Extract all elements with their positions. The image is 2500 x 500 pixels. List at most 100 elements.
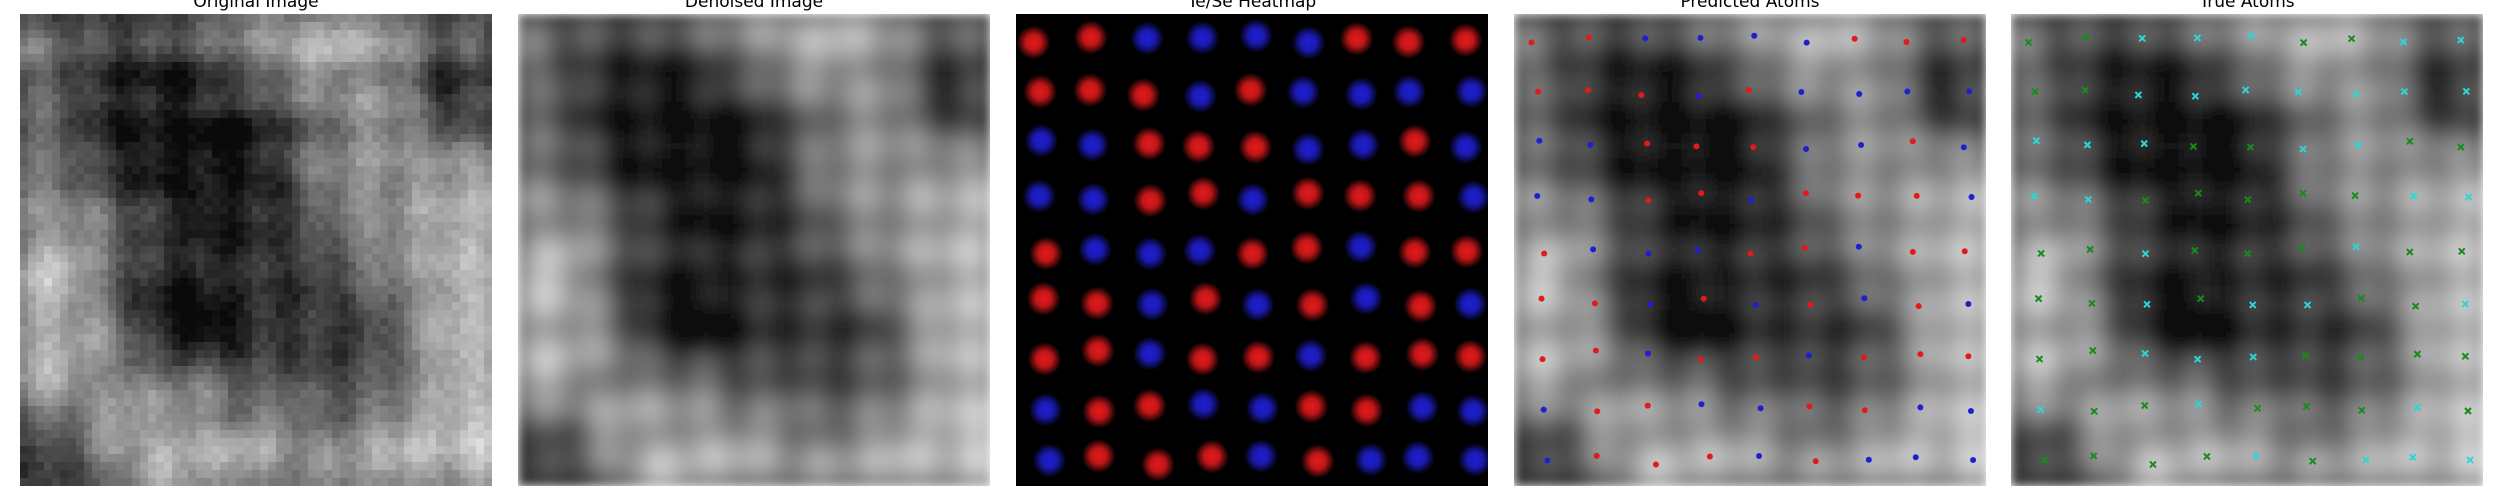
denoised-image <box>518 14 990 486</box>
predicted-se-atom <box>1534 193 1541 200</box>
predicted-se-atom <box>1694 247 1701 254</box>
predicted-se-atom <box>1968 194 1975 201</box>
true-atom-green <box>2090 407 2098 416</box>
se-heatmap-spot <box>1244 439 1279 474</box>
te-heatmap-spot <box>1348 340 1383 375</box>
predicted-se-atom <box>1912 454 1919 461</box>
true-atom-green <box>2035 355 2044 363</box>
panel-denoised: Denoised Image <box>518 0 990 500</box>
true-atom-green <box>2358 406 2366 414</box>
te-heatmap-spot <box>1403 289 1438 324</box>
te-heatmap-spot <box>1132 126 1167 161</box>
predicted-se-atom <box>1536 137 1543 144</box>
predicted-se-atom <box>1695 93 1702 100</box>
true-atom-green <box>2413 350 2422 358</box>
se-heatmap-spot <box>1344 77 1379 112</box>
original-texture <box>20 14 492 486</box>
true-atom-cyan <box>2248 301 2257 309</box>
predicted-te-atom <box>1693 143 1700 150</box>
true-atom-cyan <box>2194 400 2203 408</box>
true-atom-green <box>2149 460 2157 469</box>
predicted-background <box>1514 14 1986 486</box>
se-heatmap-spot <box>1235 182 1270 217</box>
se-heatmap-spot <box>1291 25 1326 60</box>
true-atom-green <box>2457 143 2465 151</box>
predicted-se-atom <box>1865 456 1872 463</box>
true-atom-cyan <box>2241 86 2250 94</box>
true-atom-cyan <box>2252 452 2260 460</box>
true-atoms-image <box>2011 14 2483 486</box>
se-heatmap-spot <box>1239 18 1274 53</box>
predicted-se-atom <box>1642 35 1649 42</box>
se-heatmap-spot <box>1240 287 1275 322</box>
panel-predicted: Predicted Atoms <box>1514 0 1986 500</box>
true-atom-green <box>2082 33 2090 42</box>
true-atom-cyan <box>2193 355 2202 363</box>
true-background <box>2011 14 2483 486</box>
predicted-se-atom <box>1970 456 1977 463</box>
predicted-se-atom <box>1967 408 1974 415</box>
predicted-se-atom <box>1856 91 1863 98</box>
true-atom-green <box>2203 452 2211 461</box>
se-heatmap-spot <box>1453 287 1488 322</box>
true-atom-cyan <box>2354 141 2362 149</box>
true-atom-cyan <box>2143 300 2151 309</box>
true-atom-cyan <box>2140 139 2148 148</box>
se-heatmap-spot <box>1186 387 1221 422</box>
panel-title: Original Image <box>193 0 319 12</box>
te-heatmap-spot <box>1081 438 1116 473</box>
predicted-te-atom <box>1860 354 1867 361</box>
true-atom-green <box>2411 302 2420 310</box>
predicted-se-atom <box>1861 295 1868 302</box>
te-heatmap-spot <box>1233 72 1268 107</box>
true-atom-cyan <box>2138 34 2146 43</box>
true-atom-cyan <box>2084 195 2093 204</box>
predicted-te-atom <box>1535 88 1542 95</box>
true-atom-green <box>2089 452 2098 460</box>
se-heatmap-spot <box>1185 20 1220 55</box>
true-atom-cyan <box>2409 453 2417 461</box>
se-heatmap-spot <box>1024 123 1059 158</box>
predicted-te-atom <box>1909 248 1916 255</box>
predicted-te-atom <box>1753 353 1760 360</box>
predicted-se-atom <box>1645 250 1652 257</box>
te-heatmap-spot <box>1401 178 1436 213</box>
te-heatmap-spot <box>1405 337 1440 372</box>
predicted-te-atom <box>1915 303 1922 310</box>
se-heatmap-spot <box>1130 21 1165 56</box>
te-heatmap-spot <box>1082 394 1117 429</box>
se-heatmap-spot <box>1245 391 1280 426</box>
true-atom-green <box>2298 243 2306 252</box>
predicted-te-atom <box>1528 39 1535 46</box>
predicted-atoms-image <box>1514 14 1986 486</box>
true-atom-cyan <box>2461 300 2470 308</box>
predicted-te-atom <box>1697 356 1704 363</box>
se-heatmap-spot <box>1133 236 1168 271</box>
true-atom-green <box>2299 189 2307 197</box>
predicted-te-atom <box>1745 86 1752 93</box>
true-atom-green <box>2089 346 2097 355</box>
panel-title: Predicted Atoms <box>1680 0 1820 12</box>
panel-title: True Atoms <box>2199 0 2295 12</box>
predicted-te-atom <box>1806 403 1813 410</box>
true-atom-green <box>2351 191 2359 200</box>
predicted-te-atom <box>1645 197 1652 204</box>
predicted-te-atom <box>1593 452 1600 459</box>
se-heatmap-spot <box>1454 74 1488 109</box>
predicted-te-atom <box>1638 91 1645 98</box>
te-heatmap-spot <box>1186 176 1221 211</box>
te-heatmap-spot <box>1026 281 1061 316</box>
te-heatmap-spot <box>1140 447 1175 482</box>
predicted-te-atom <box>1960 37 1967 44</box>
true-atom-green <box>2196 294 2205 303</box>
predicted-se-atom <box>1858 142 1865 149</box>
true-atom-cyan <box>2462 87 2471 96</box>
predicted-se-atom <box>1540 406 1547 413</box>
te-heatmap-spot <box>1295 287 1330 322</box>
se-heatmap-spot <box>1133 336 1168 371</box>
predicted-te-atom <box>1802 190 1809 197</box>
predicted-te-atom <box>1541 250 1548 257</box>
true-atom-cyan <box>2134 91 2143 99</box>
te-heatmap-spot <box>1188 281 1223 316</box>
te-heatmap-spot <box>1449 234 1484 269</box>
